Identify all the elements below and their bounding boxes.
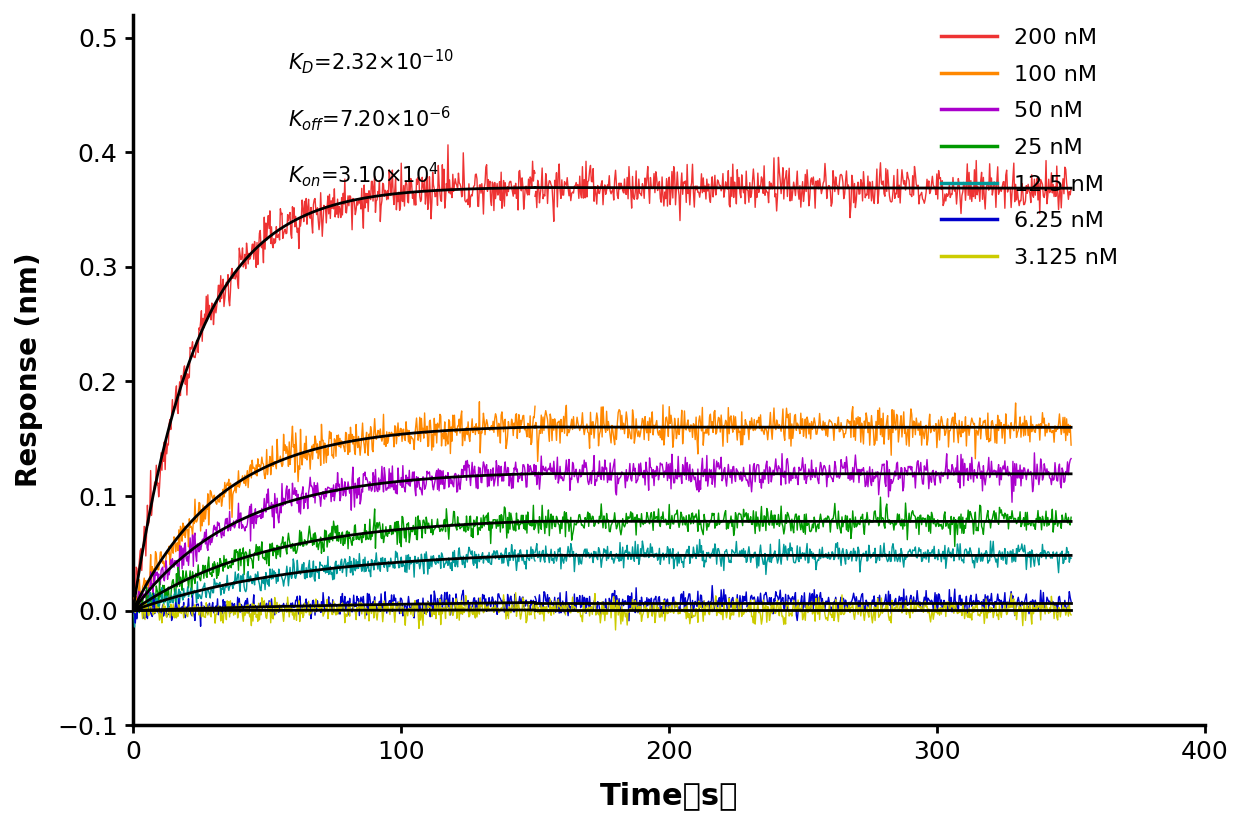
Text: $K_{on}$=3.10×10$^{4}$: $K_{on}$=3.10×10$^{4}$	[289, 161, 439, 190]
Text: $K_D$=2.32×10$^{-10}$: $K_D$=2.32×10$^{-10}$	[289, 47, 454, 76]
Text: $K_{off}$=7.20×10$^{-6}$: $K_{off}$=7.20×10$^{-6}$	[289, 104, 452, 133]
Legend: 200 nM, 100 nM, 50 nM, 25 nM, 12.5 nM, 6.25 nM, 3.125 nM: 200 nM, 100 nM, 50 nM, 25 nM, 12.5 nM, 6…	[932, 19, 1127, 277]
X-axis label: Time（s）: Time（s）	[600, 781, 738, 810]
Y-axis label: Response (nm): Response (nm)	[15, 252, 44, 488]
